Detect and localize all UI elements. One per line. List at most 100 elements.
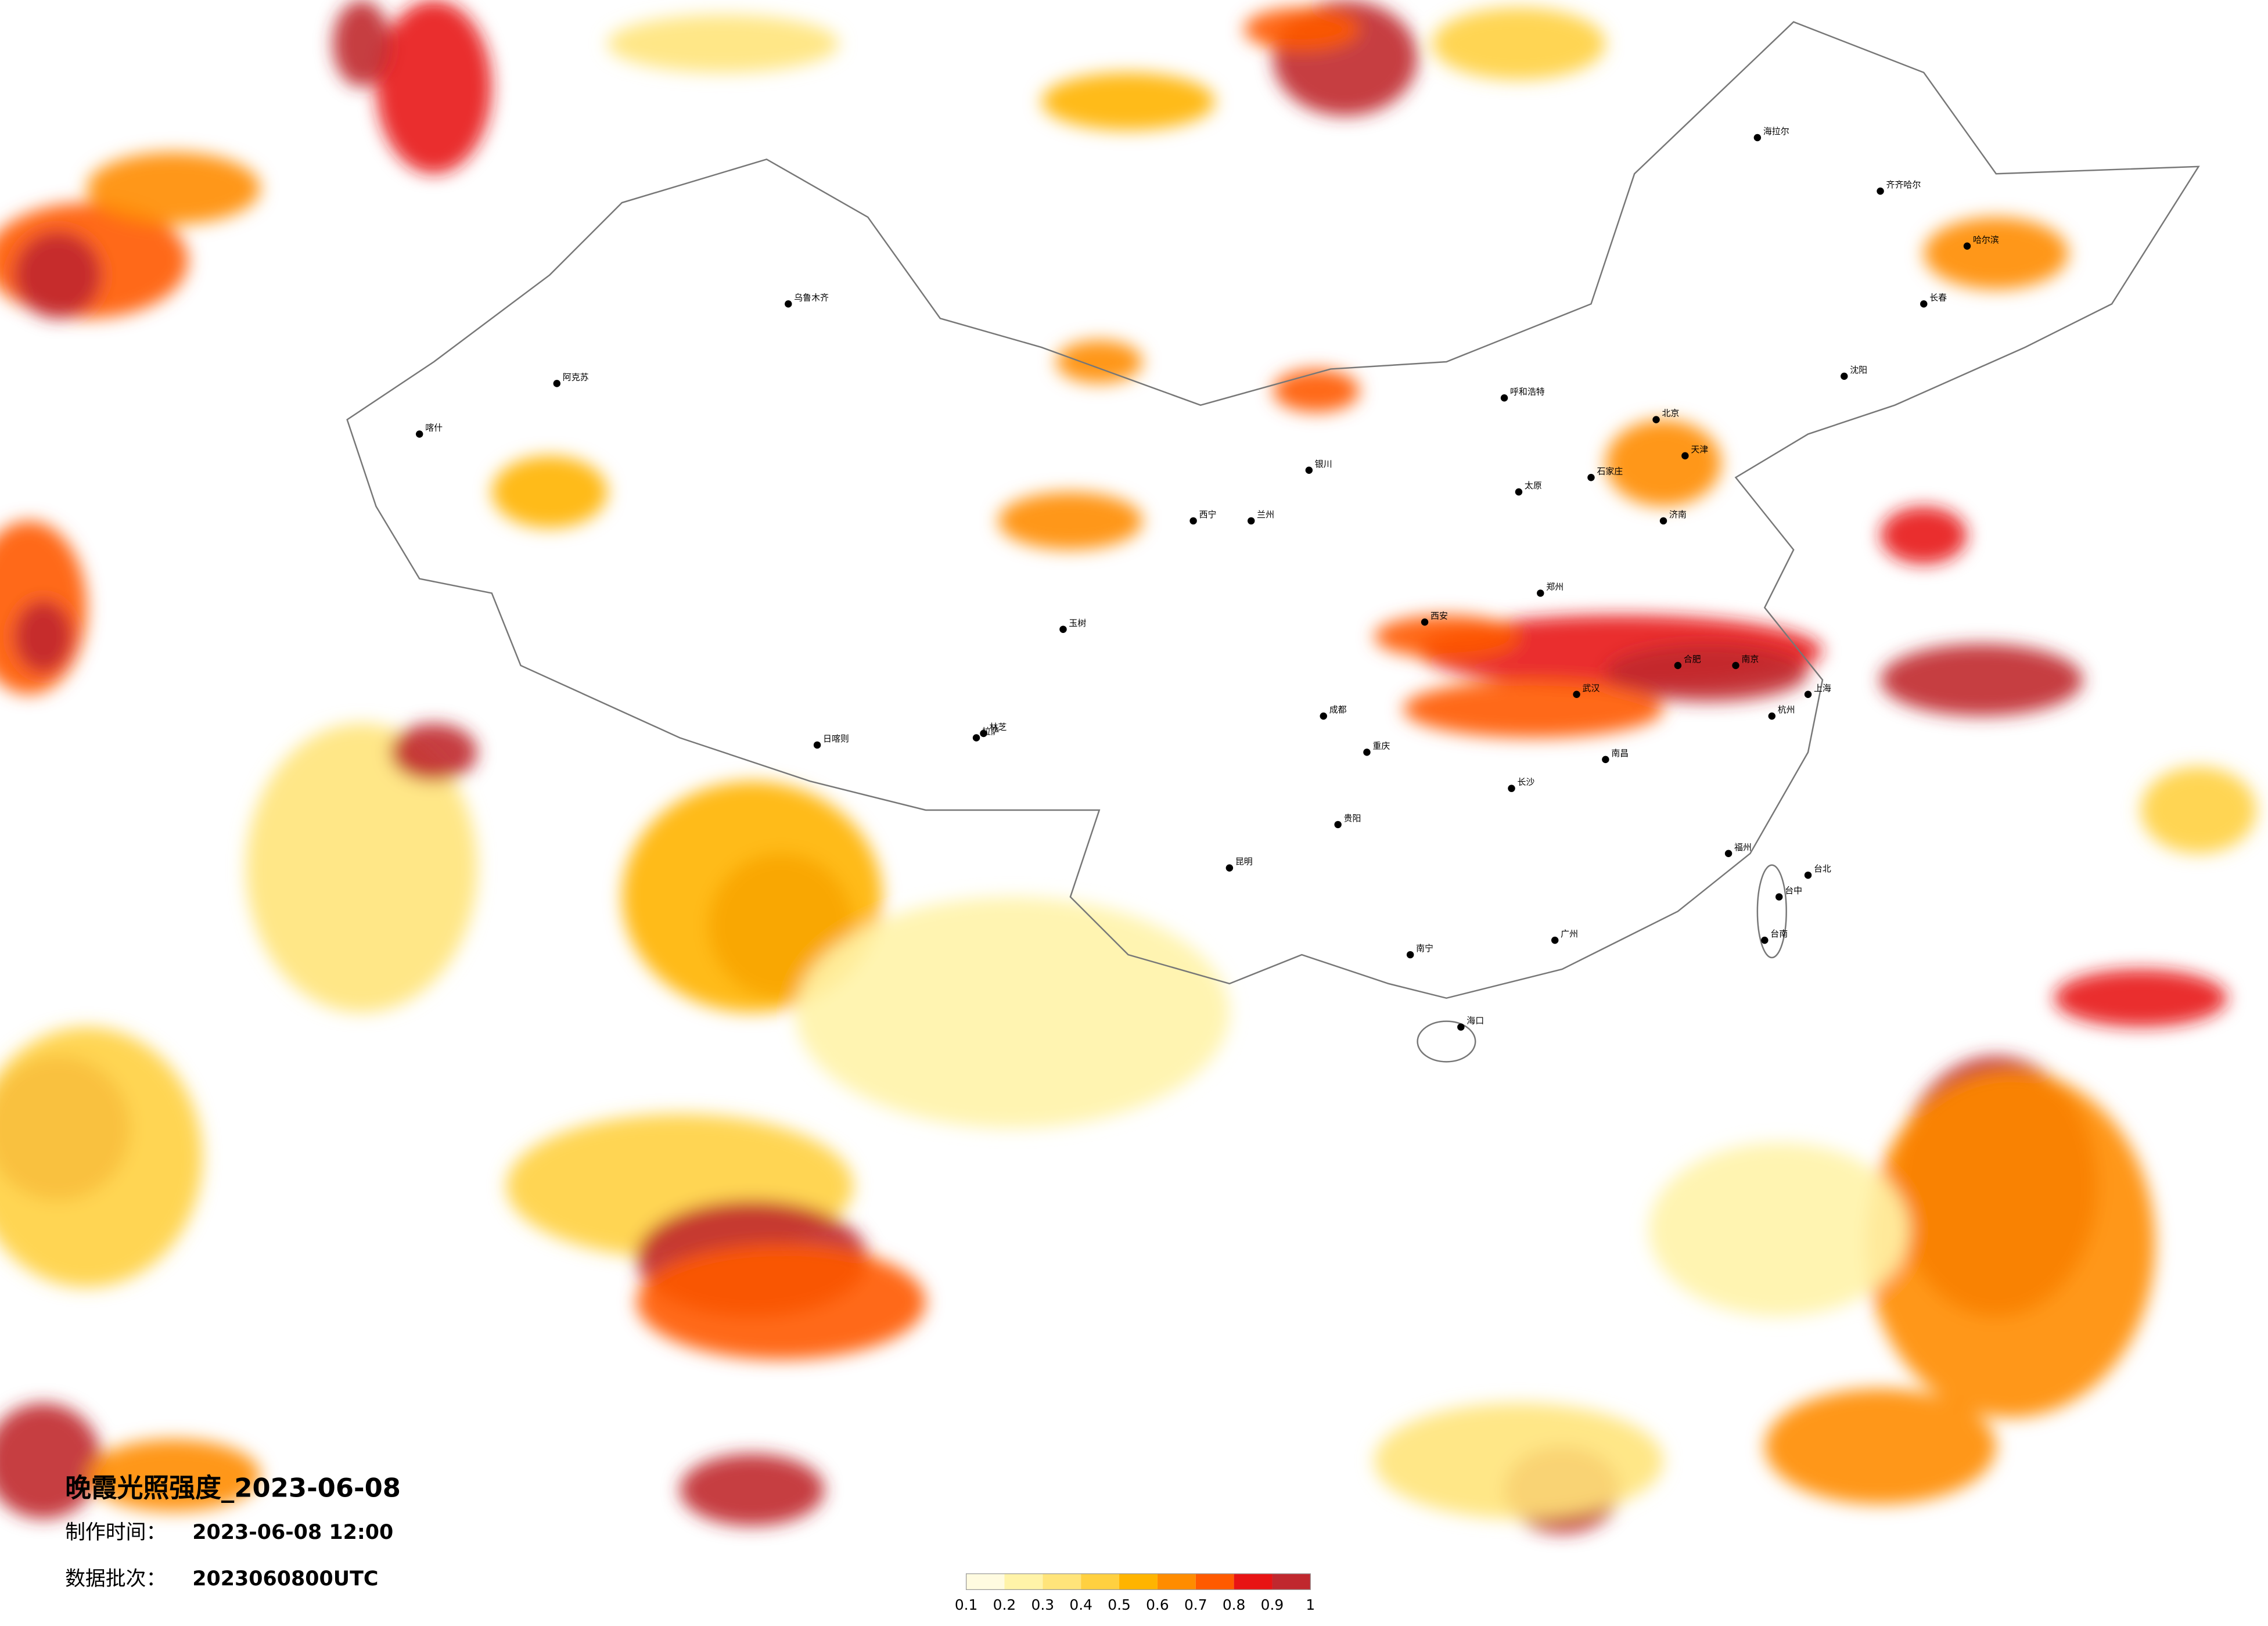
- city-dot: [1652, 416, 1660, 423]
- city-dot: [1963, 242, 1971, 250]
- legend-swatch: [966, 1573, 1005, 1590]
- legend-swatch: [1081, 1573, 1120, 1590]
- city-label: 上海: [1814, 683, 1831, 693]
- city-dot: [1587, 473, 1595, 481]
- city-label: 武汉: [1583, 683, 1600, 693]
- city-label: 成都: [1329, 704, 1347, 715]
- heat-area: [491, 455, 608, 528]
- heat-area: [621, 781, 883, 1013]
- city-dot: [1363, 749, 1371, 756]
- city-label: 南京: [1741, 654, 1759, 664]
- heat-area: [636, 1244, 926, 1360]
- legend-swatch: [1043, 1573, 1081, 1590]
- heat-area: [1924, 217, 2069, 290]
- info-label: 数据批次：: [65, 1567, 166, 1591]
- city-label: 台南: [1770, 929, 1788, 939]
- heat-area: [390, 723, 477, 782]
- city-label: 齐齐哈尔: [1886, 179, 1921, 190]
- city-dot: [1225, 864, 1234, 872]
- legend-swatch: [1157, 1573, 1196, 1590]
- heat-area: [1880, 643, 2083, 717]
- info-label: 制作时间：: [65, 1521, 166, 1544]
- city-label: 海拉尔: [1763, 126, 1789, 136]
- heat-area: [14, 600, 73, 673]
- city-label: 沈阳: [1850, 365, 1867, 375]
- heat-area: [246, 723, 477, 1013]
- legend-tick-label: 0.1: [955, 1596, 978, 1613]
- heat-area: [1880, 506, 1967, 564]
- legend-tick-label: 0.6: [1146, 1596, 1169, 1613]
- city-dot: [980, 729, 987, 738]
- legend-tick-label: 0.7: [1184, 1596, 1207, 1613]
- city-dot: [1537, 589, 1544, 597]
- heat-area: [87, 1439, 261, 1512]
- city-dot: [1920, 300, 1928, 308]
- heat-area: [1056, 340, 1143, 384]
- legend: 0.1 0.2 0.3 0.4 0.5 0.6 0.7 0.8 0.9 1: [955, 1573, 1315, 1613]
- city-label: 林芝: [989, 722, 1007, 732]
- island-border: [1756, 864, 1787, 959]
- legend-tick-label: 1: [1306, 1596, 1315, 1613]
- city-dot: [553, 380, 561, 387]
- city-dot: [1761, 936, 1769, 944]
- city-label: 石家庄: [1597, 466, 1623, 476]
- city-label: 西宁: [1199, 509, 1217, 520]
- heat-area: [376, 0, 492, 174]
- heat-area: [2140, 767, 2257, 854]
- heat-area: [795, 897, 1230, 1128]
- city-dot: [1551, 936, 1559, 944]
- city-dot: [1508, 785, 1515, 792]
- city-label: 重庆: [1372, 740, 1390, 751]
- city-dot: [1659, 517, 1667, 525]
- heat-area: [1866, 1070, 2155, 1418]
- city-label: 天津: [1691, 444, 1708, 455]
- heat-area: [0, 1027, 203, 1287]
- info-value: 2023060800UTC: [192, 1567, 378, 1591]
- city-label: 太原: [1525, 480, 1542, 491]
- legend-tick-label: 0.3: [1031, 1596, 1055, 1613]
- city-label: 广州: [1561, 929, 1578, 939]
- city-label: 济南: [1669, 509, 1687, 520]
- city-label: 台中: [1785, 885, 1802, 895]
- city-dot: [1841, 372, 1848, 380]
- country-border: [346, 21, 2200, 999]
- city-dot: [1247, 517, 1255, 525]
- city-label: 阿克苏: [563, 372, 589, 382]
- city-dot: [1515, 488, 1523, 496]
- borders: [346, 21, 2200, 1063]
- city-label: 贵阳: [1344, 813, 1361, 823]
- heat-area: [1432, 7, 1606, 80]
- city-dot: [1421, 618, 1429, 626]
- heat-area: [607, 15, 839, 73]
- city-label: 南宁: [1416, 943, 1433, 954]
- heat-area: [1243, 7, 1360, 51]
- heat-layer: [0, 0, 2257, 1534]
- city-dot: [972, 734, 980, 742]
- legend-tick-label: 0.2: [993, 1596, 1016, 1613]
- city-label: 北京: [1662, 408, 1680, 419]
- city-label: 日喀则: [823, 733, 849, 744]
- city-dot: [1804, 871, 1812, 879]
- legend-swatch: [1119, 1573, 1158, 1590]
- city-label: 海口: [1467, 1016, 1484, 1026]
- city-dot: [1753, 134, 1762, 142]
- heat-area: [1403, 679, 1663, 738]
- city-dot: [813, 741, 821, 749]
- city-label: 玉树: [1069, 618, 1086, 628]
- city-dot: [1674, 661, 1682, 670]
- heat-area: [0, 1403, 102, 1519]
- heat-area: [14, 231, 102, 319]
- city-label: 兰州: [1257, 509, 1274, 520]
- city-label: 福州: [1734, 842, 1752, 852]
- city-dot: [1406, 951, 1414, 959]
- heat-area: [2054, 969, 2228, 1027]
- legend-tick-label: 0.9: [1261, 1596, 1284, 1613]
- heat-area: [1605, 419, 1721, 507]
- heat-area: [1649, 1142, 1910, 1316]
- legend-frame: [965, 1573, 1311, 1590]
- heat-area: [1764, 1388, 1996, 1505]
- heat-area: [1374, 614, 1519, 659]
- heat-area: [998, 492, 1143, 550]
- heat-area: [332, 0, 391, 87]
